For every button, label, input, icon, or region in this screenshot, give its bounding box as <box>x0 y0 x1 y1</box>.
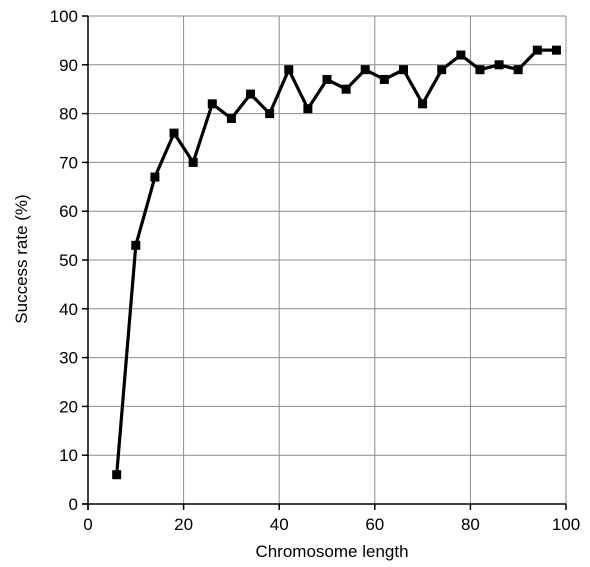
x-tick-label-3: 60 <box>365 515 384 534</box>
data-point-19 <box>475 65 485 75</box>
data-point-7 <box>246 89 256 99</box>
data-point-1 <box>131 240 141 250</box>
x-tick-label-5: 100 <box>552 515 580 534</box>
data-point-15 <box>398 65 408 75</box>
y-tick-label-9: 90 <box>59 56 78 75</box>
data-point-2 <box>150 172 160 182</box>
data-point-6 <box>226 113 236 123</box>
data-point-12 <box>341 84 351 94</box>
data-point-18 <box>456 50 466 60</box>
data-point-4 <box>188 157 198 167</box>
data-point-9 <box>284 65 294 75</box>
y-tick-label-10: 100 <box>50 7 78 26</box>
x-tick-label-2: 40 <box>270 515 289 534</box>
data-point-8 <box>265 109 275 119</box>
y-tick-label-2: 20 <box>59 397 78 416</box>
x-tick-label-4: 80 <box>461 515 480 534</box>
axes <box>82 16 566 510</box>
x-axis-title: Chromosome length <box>255 542 408 561</box>
grid <box>88 15 567 504</box>
data-point-13 <box>360 65 370 75</box>
data-point-21 <box>513 65 523 75</box>
y-tick-label-1: 10 <box>59 446 78 465</box>
y-tick-label-5: 50 <box>59 251 78 270</box>
x-tick-label-0: 0 <box>83 515 92 534</box>
series-group <box>112 45 561 480</box>
y-tick-label-8: 80 <box>59 105 78 124</box>
data-point-11 <box>322 74 332 84</box>
data-point-17 <box>437 65 447 75</box>
y-axis-title: Success rate (%) <box>12 194 31 323</box>
y-tick-label-7: 70 <box>59 153 78 172</box>
data-point-20 <box>494 60 504 70</box>
data-point-22 <box>532 45 542 55</box>
data-point-5 <box>207 99 217 109</box>
data-point-3 <box>169 128 179 138</box>
data-point-16 <box>418 99 428 109</box>
y-tick-label-4: 40 <box>59 300 78 319</box>
x-tick-label-1: 20 <box>174 515 193 534</box>
data-point-0 <box>112 470 122 480</box>
ticks: 0 10 20 30 40 50 60 70 80 90 100 0 20 40 60 80 100 <box>50 7 581 534</box>
y-tick-label-3: 30 <box>59 349 78 368</box>
data-point-10 <box>303 104 313 114</box>
y-tick-label-0: 0 <box>69 495 78 514</box>
data-point-23 <box>551 45 561 55</box>
data-point-14 <box>379 74 389 84</box>
y-tick-label-6: 60 <box>59 202 78 221</box>
